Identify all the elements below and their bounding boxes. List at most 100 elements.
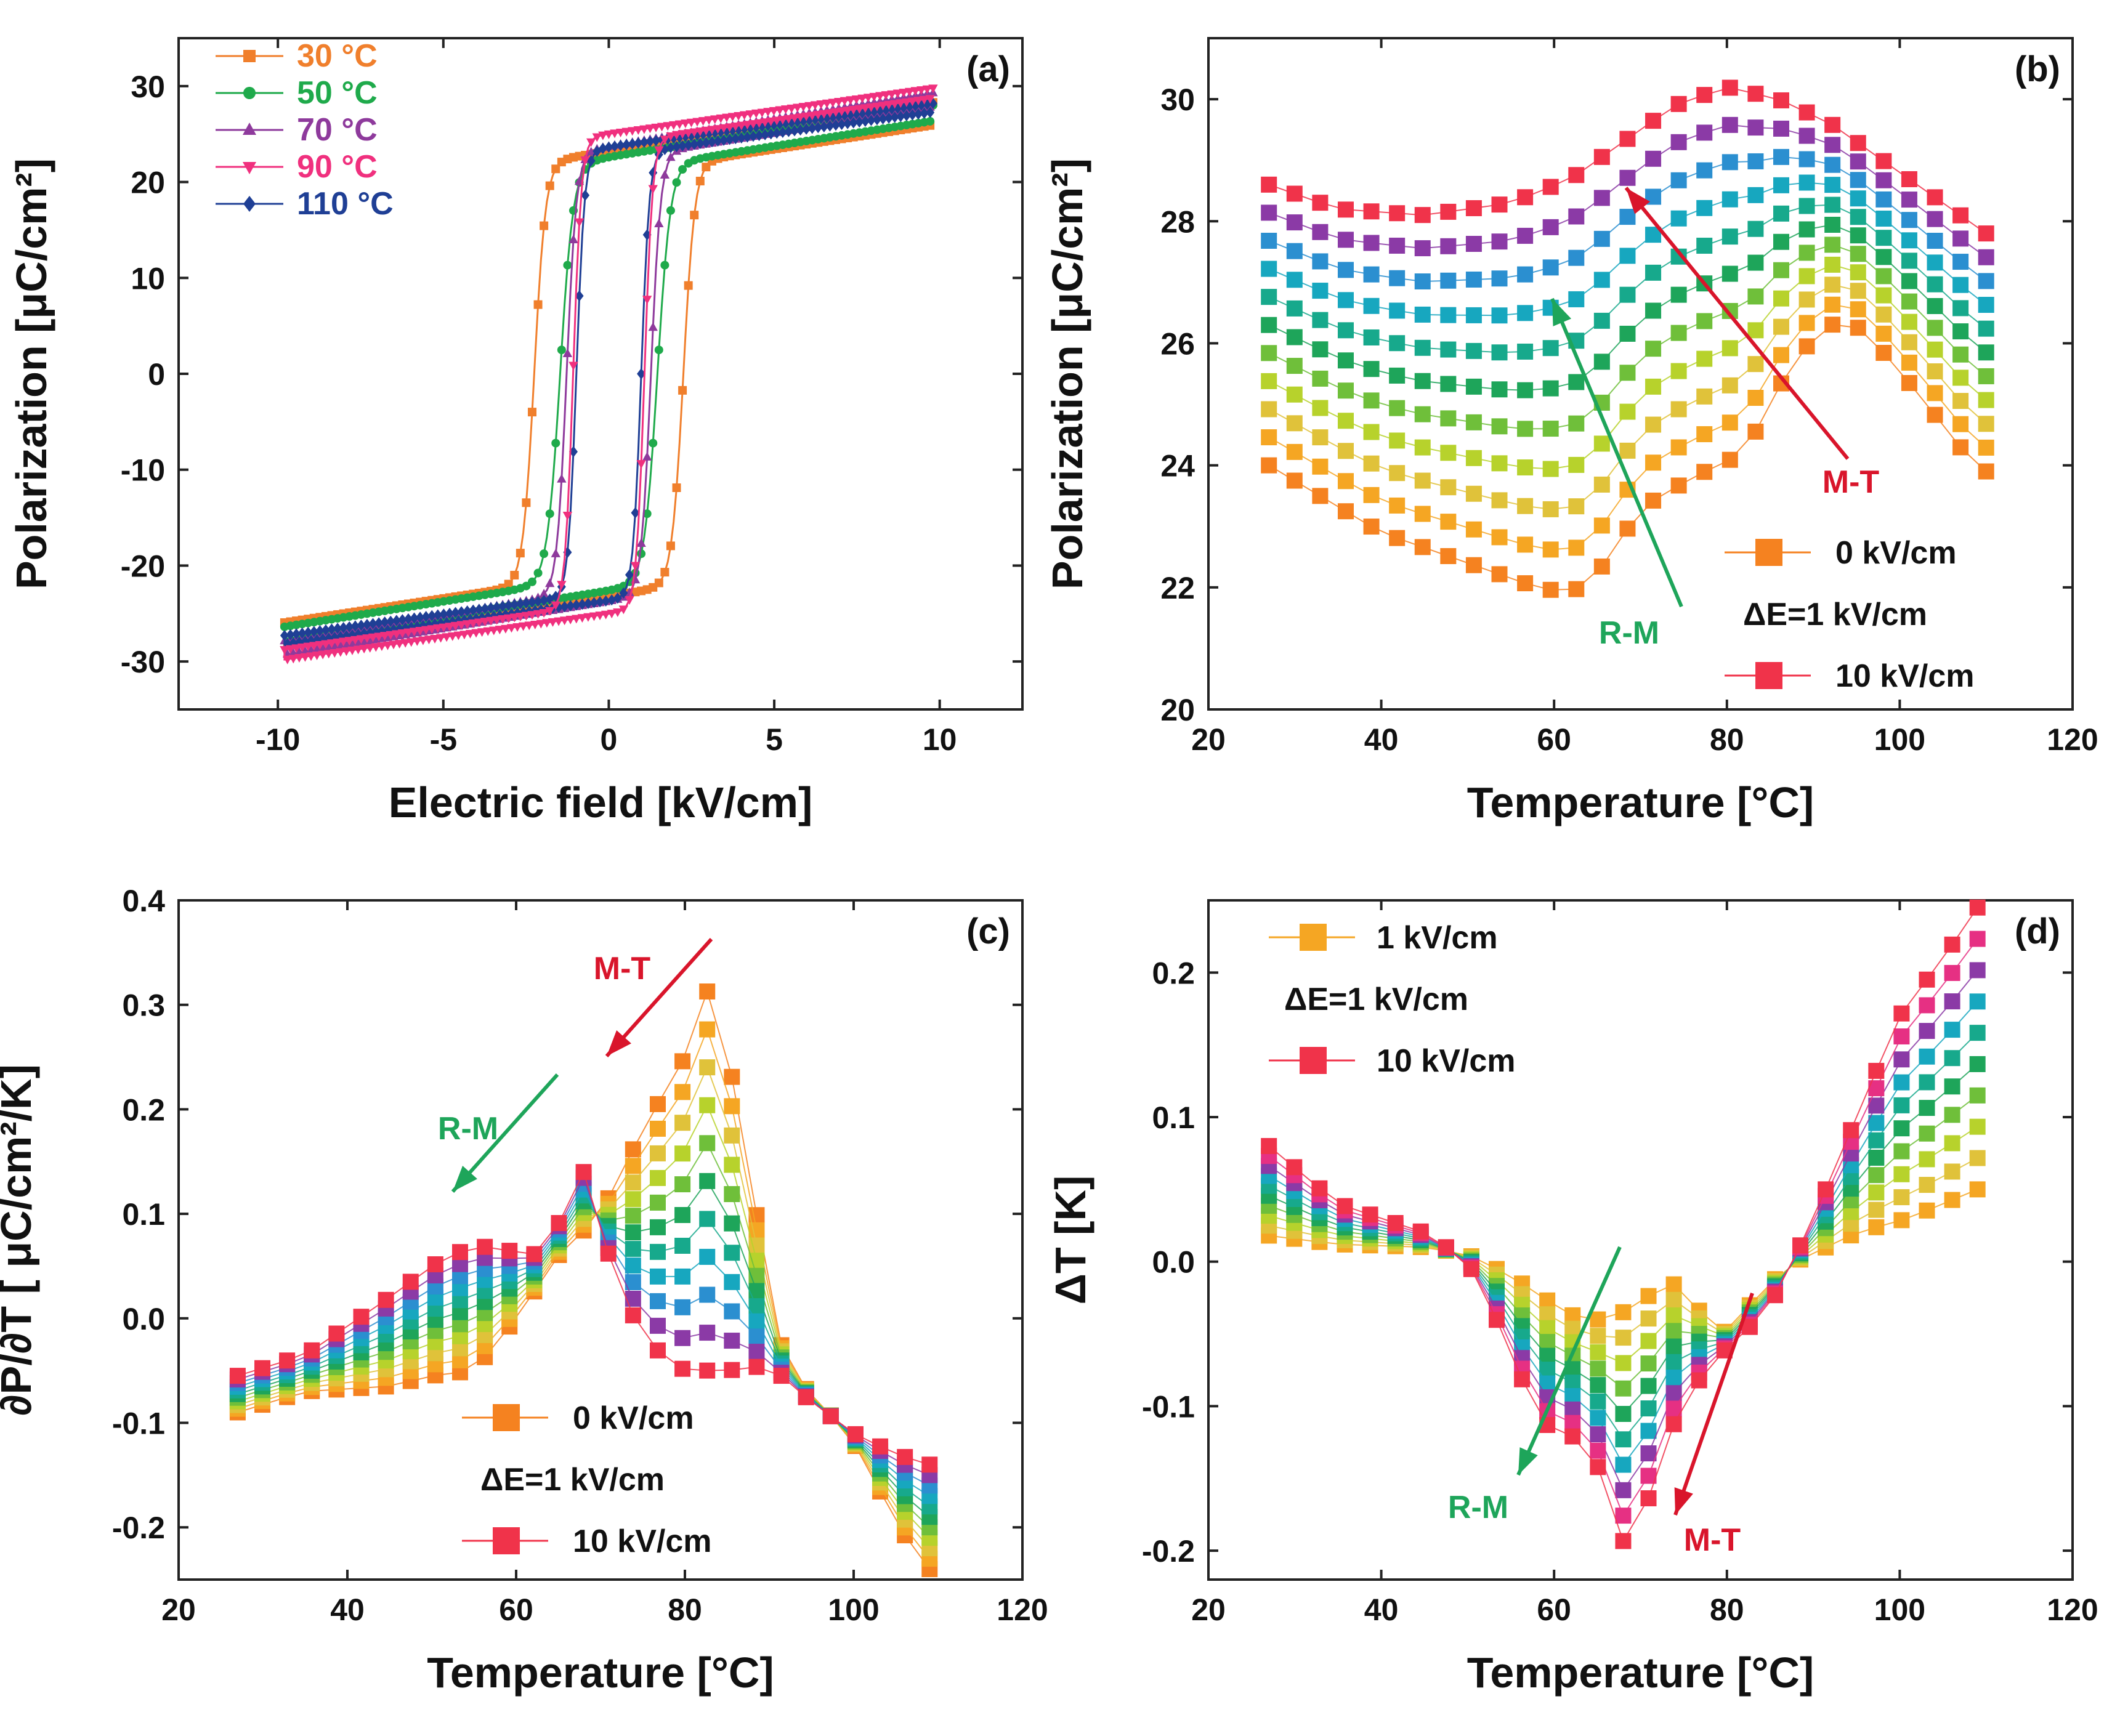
panel-label: (b) <box>2015 49 2060 89</box>
data-point <box>595 612 605 621</box>
y-tick-label: 30 <box>131 70 165 104</box>
data-point <box>1721 414 1738 431</box>
data-point <box>1440 307 1457 323</box>
data-point <box>737 132 746 143</box>
data-point <box>1850 153 1866 170</box>
data-point <box>1286 329 1303 345</box>
data-point <box>1645 150 1662 167</box>
data-point <box>327 623 336 635</box>
arrow-shaft <box>1624 187 1850 460</box>
data-point <box>1491 344 1508 361</box>
data-point <box>1665 1370 1682 1386</box>
data-point <box>283 655 293 664</box>
data-point <box>1824 317 1841 333</box>
data-point <box>1363 329 1380 345</box>
data-point <box>545 593 554 605</box>
data-point <box>699 1059 716 1076</box>
data-point <box>336 648 346 657</box>
data-point <box>699 1173 716 1189</box>
annotation-r-m: R-M <box>1599 615 1659 651</box>
data-point <box>1568 415 1585 432</box>
data-point <box>1593 272 1610 288</box>
data-point <box>642 451 652 461</box>
data-point <box>1414 506 1431 522</box>
data-point <box>1927 341 1943 358</box>
data-point <box>1868 1201 1885 1218</box>
data-point <box>545 578 555 587</box>
arrow-m-t <box>1624 187 1850 460</box>
data-point <box>1691 1372 1707 1389</box>
data-point <box>1337 201 1354 218</box>
data-point <box>1491 492 1508 509</box>
data-point <box>637 368 646 380</box>
data-point <box>642 296 652 305</box>
series-10 <box>1261 79 1994 242</box>
data-point <box>1593 476 1610 493</box>
data-point <box>1978 273 1994 289</box>
arrow-head <box>1626 188 1650 214</box>
data-point <box>1286 185 1303 202</box>
data-point <box>1670 477 1687 494</box>
data-point <box>1850 301 1866 318</box>
data-point <box>401 622 410 634</box>
data-point <box>649 1293 666 1309</box>
data-point <box>1640 1288 1657 1304</box>
data-point <box>1670 286 1687 303</box>
data-point <box>1337 503 1354 520</box>
legend-label-first: 1 kV/cm <box>1377 920 1498 956</box>
data-point <box>1696 238 1713 254</box>
data-point <box>754 119 764 128</box>
data-point <box>1875 287 1892 304</box>
data-point <box>1824 116 1841 133</box>
data-point <box>471 629 481 638</box>
data-point <box>872 1438 889 1455</box>
data-point <box>1414 439 1431 456</box>
data-point <box>695 177 705 186</box>
data-point <box>333 623 342 634</box>
data-point <box>819 121 828 132</box>
data-point <box>403 613 413 625</box>
data-point <box>454 615 463 627</box>
data-point <box>1969 899 1986 916</box>
legend-label: 110 °C <box>297 186 394 222</box>
data-point <box>1414 373 1431 389</box>
data-point <box>524 621 534 631</box>
data-point <box>890 111 899 123</box>
data-point <box>1747 86 1764 102</box>
data-point <box>616 140 625 151</box>
data-point <box>1261 401 1277 418</box>
data-point <box>453 631 464 640</box>
data-point <box>1389 335 1406 352</box>
data-point <box>1312 195 1329 211</box>
arrow-shaft <box>605 937 713 1058</box>
data-point <box>801 112 811 121</box>
data-point <box>713 135 722 147</box>
data-point <box>674 1053 691 1070</box>
x-axis-label: Temperature [°C] <box>427 1649 774 1697</box>
y-tick-label: 0.2 <box>1152 956 1195 990</box>
data-point <box>359 645 369 654</box>
data-point <box>1978 392 1994 408</box>
data-point <box>1798 221 1815 238</box>
data-point <box>1363 519 1380 535</box>
data-point <box>1893 1120 1910 1137</box>
data-point <box>1952 207 1969 224</box>
arrow-shaft <box>1673 1293 1754 1516</box>
data-point <box>1824 196 1841 213</box>
data-point <box>1389 465 1406 482</box>
data-point <box>660 568 670 577</box>
data-point <box>562 512 573 521</box>
data-point <box>522 498 531 507</box>
data-point <box>1798 104 1815 121</box>
data-point <box>1665 1291 1682 1308</box>
data-point <box>860 115 870 127</box>
data-point <box>908 109 917 121</box>
data-point <box>345 621 354 632</box>
data-point <box>872 102 882 111</box>
data-point <box>921 1456 938 1473</box>
data-point <box>699 1097 716 1113</box>
data-point <box>1670 134 1687 150</box>
legend-marker <box>1300 924 1327 951</box>
arrow-r-m <box>451 1073 559 1193</box>
x-tick-label: 20 <box>161 1593 196 1627</box>
